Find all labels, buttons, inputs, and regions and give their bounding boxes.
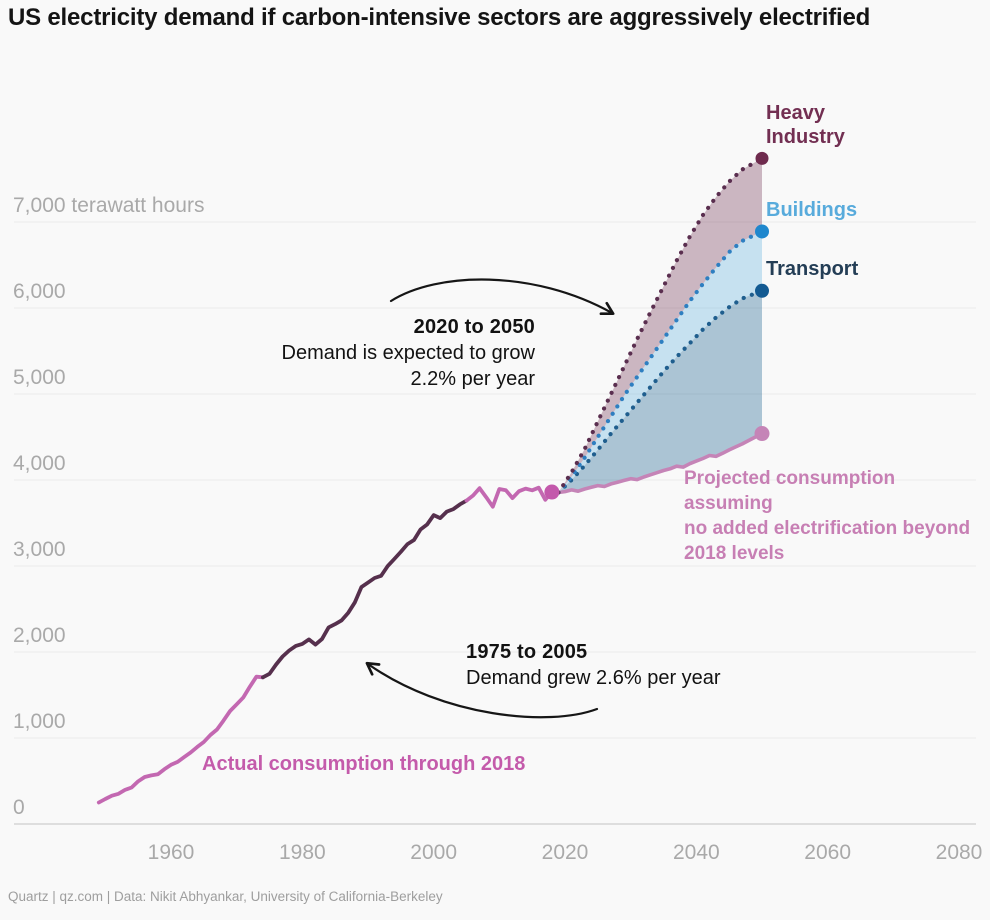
x-axis-tick-2020: 2020 <box>541 841 589 864</box>
x-axis-tick-2080: 2080 <box>935 841 983 864</box>
buildings-label: Buildings <box>766 199 858 221</box>
transport-fill-area <box>558 290 762 493</box>
baseline-projection-line <box>556 431 764 495</box>
projected-consumption-line1: Projected consumption assuming <box>684 468 896 514</box>
heavy-industry-label-line1: Heavy <box>766 102 825 124</box>
y-axis-tick-5000: 5,000 <box>13 366 66 389</box>
future-growth-annotation: 2020 to 2050 Demand is expected to grow … <box>160 314 535 392</box>
y-axis-tick-1000: 1,000 <box>13 710 66 733</box>
heavy_industry-fill-area <box>558 158 762 493</box>
y-axis-tick-7000: 7,000 terawatt hours <box>13 194 205 217</box>
x-axis-tick-2000: 2000 <box>410 841 458 864</box>
actual-consumption-label: Actual consumption through 2018 <box>202 753 526 775</box>
actual-consumption-line-seg2 <box>261 498 469 680</box>
baseline-end-dot <box>754 426 770 442</box>
transport-label: Transport <box>766 258 859 280</box>
y-axis-tick-3000: 3,000 <box>13 538 66 561</box>
transport-end-dot <box>755 283 770 298</box>
y-axis-tick-4000: 4,000 <box>13 452 66 475</box>
x-axis-tick-1980: 1980 <box>278 841 326 864</box>
heavy_industry-projection-line <box>556 156 765 495</box>
actual-consumption-line-seg3 <box>464 485 554 509</box>
buildings-fill-area <box>558 231 762 493</box>
chart-title: US electricity demand if carbon-intensiv… <box>8 4 871 31</box>
projected-consumption-line2: no added electrification beyond <box>684 518 971 539</box>
buildings-projection-line <box>556 229 765 495</box>
x-axis-tick-1960: 1960 <box>147 841 195 864</box>
y-axis-tick-2000: 2,000 <box>13 624 66 647</box>
past-growth-heading: 1975 to 2005 <box>466 641 588 663</box>
buildings-end-dot <box>755 224 770 239</box>
heavy_industry-end-dot <box>755 151 769 165</box>
future-growth-line2: 2.2% per year <box>410 368 535 390</box>
actual-consumption-line-seg1 <box>96 674 265 805</box>
projected-consumption-line3: 2018 levels <box>684 543 785 564</box>
future-growth-heading: 2020 to 2050 <box>413 316 535 338</box>
future-growth-line1: Demand is expected to grow <box>281 342 535 364</box>
x-axis-tick-2040: 2040 <box>672 841 720 864</box>
actual-end-dot <box>544 484 560 500</box>
x-axis-tick-2060: 2060 <box>804 841 852 864</box>
future-growth-arrow <box>389 278 615 316</box>
projected-consumption-label: Projected consumption assuming no added … <box>684 466 984 566</box>
y-axis-tick-6000: 6,000 <box>13 280 66 303</box>
heavy-industry-label-line2: Industry <box>766 126 845 148</box>
source-attribution: Quartz | qz.com | Data: Nikit Abhyankar,… <box>8 889 443 904</box>
past-growth-line1: Demand grew 2.6% per year <box>466 667 721 689</box>
transport-projection-line <box>556 288 765 495</box>
heavy-industry-label: Heavy Industry <box>766 101 845 149</box>
past-growth-arrow <box>365 661 599 719</box>
past-growth-annotation: 1975 to 2005 Demand grew 2.6% per year <box>466 639 721 691</box>
y-axis-tick-0: 0 <box>13 796 25 819</box>
